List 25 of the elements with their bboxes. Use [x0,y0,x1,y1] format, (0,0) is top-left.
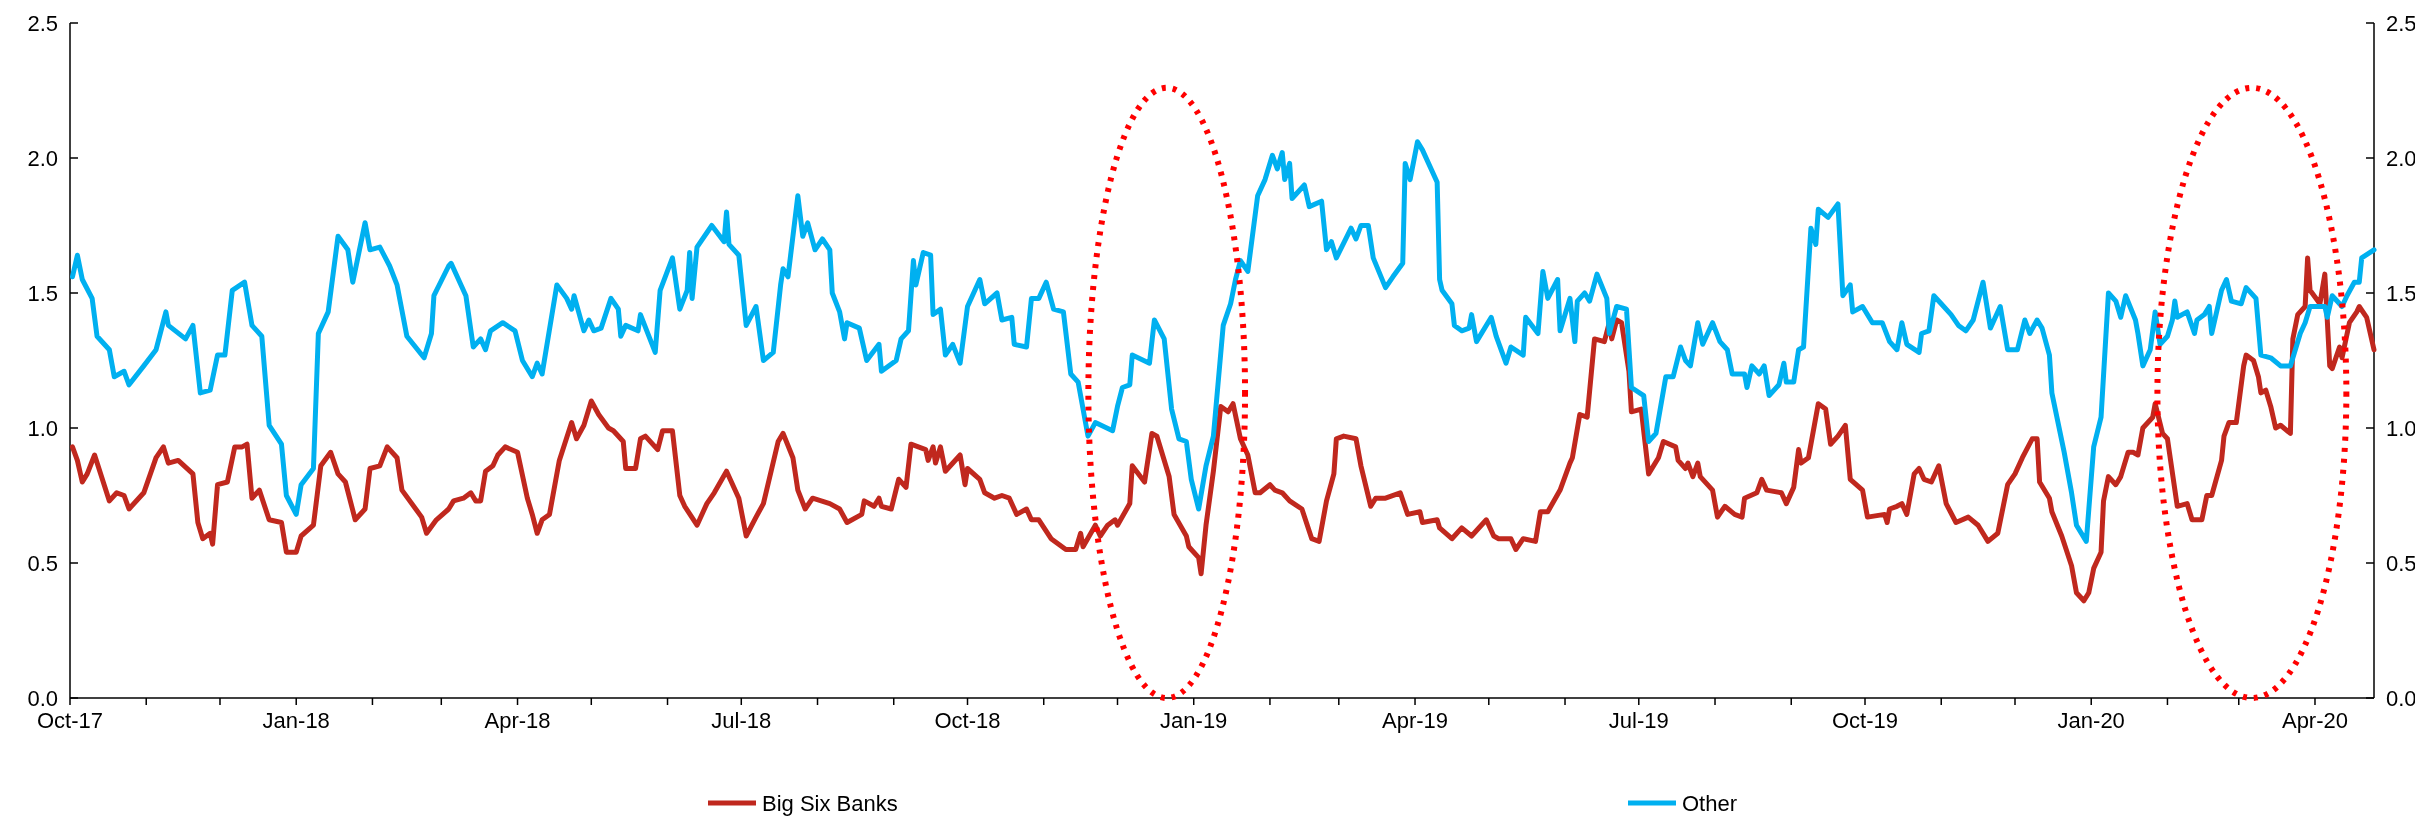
x-tick-label: Jul-19 [1608,708,1669,733]
x-tick-label: Jan-20 [2057,708,2125,733]
x-tick-label: Apr-19 [1382,708,1449,733]
y2-tick-label: 0.0 [2386,685,2417,711]
x-tick-label: Jan-18 [262,708,330,733]
x-tick-label: Jul-18 [711,708,772,733]
x-tick-label: Oct-17 [36,708,104,733]
x-tick-label: Oct-18 [934,708,1001,733]
y2-tick-label: 2.0 [2386,145,2417,171]
x-tick-label: Apr-18 [484,708,551,733]
y-tick-label: 0.5 [27,550,58,576]
x-tick-label: Jan-19 [1160,708,1228,733]
x-tick-label: Apr-20 [2281,708,2349,733]
legend-label: Other [1682,790,1738,816]
y2-tick-label: 1.0 [2386,415,2417,441]
y-tick-label: 2.5 [27,10,58,36]
y-tick-label: 1.0 [27,415,58,441]
legend-label: Big Six Banks [762,790,898,816]
y-tick-label: 2.0 [27,145,58,171]
y-tick-label: 0.0 [27,685,58,711]
y2-tick-label: 1.5 [2386,280,2417,306]
y-tick-label: 1.5 [27,280,58,306]
y2-tick-label: 0.5 [2386,550,2417,576]
y2-tick-label: 2.5 [2386,10,2417,36]
x-tick-label: Oct-19 [1831,708,1899,733]
